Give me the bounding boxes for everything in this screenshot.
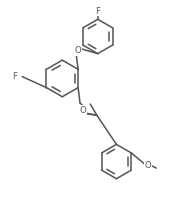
Text: F: F	[12, 72, 17, 81]
Text: O: O	[144, 161, 151, 170]
Text: F: F	[95, 7, 100, 16]
Text: O: O	[79, 106, 86, 115]
Text: O: O	[75, 46, 82, 55]
